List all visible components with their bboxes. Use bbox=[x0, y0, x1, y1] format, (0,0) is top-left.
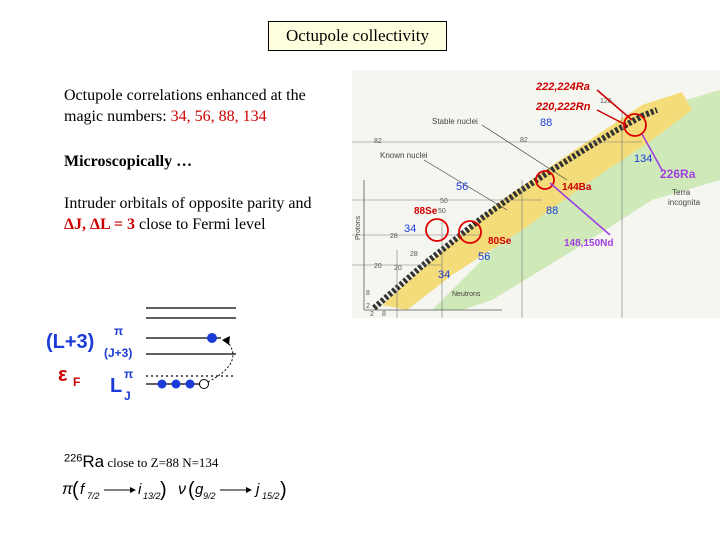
num-134: 134 bbox=[634, 153, 652, 165]
magic-grid bbox=[352, 110, 642, 318]
neutrons-label: Neutrons bbox=[452, 291, 481, 298]
paren-open-1: ( bbox=[72, 479, 79, 501]
num-88-mid: 88 bbox=[546, 205, 558, 217]
arrowhead-2 bbox=[246, 487, 252, 493]
intruder-line1: Intruder orbitals of opposite parity and bbox=[64, 195, 312, 212]
ba-label: 144Ba bbox=[562, 182, 592, 193]
num-34-bottom: 34 bbox=[438, 269, 450, 281]
ra-rn-circle bbox=[623, 113, 647, 137]
upper-orbital-sub: (J+3) bbox=[104, 346, 132, 360]
f-sub: 7/2 bbox=[87, 491, 100, 501]
intro-line1: Octupole correlations enhanced at the bbox=[64, 87, 306, 104]
nuclide-chart: Protons Neutrons 82 50 28 20 8 2 126 2 8… bbox=[352, 70, 720, 318]
upper-orbital-label: (L+3) bbox=[46, 331, 94, 353]
known-nuclei-band bbox=[382, 92, 692, 310]
ra226-label: 226Ra bbox=[660, 167, 696, 181]
lower-orbital-label: L bbox=[110, 375, 122, 397]
incognita-label: incognita bbox=[668, 198, 701, 207]
se88-circle bbox=[425, 218, 449, 242]
g-sub: 9/2 bbox=[203, 491, 216, 501]
ra-mass-number: 226 bbox=[64, 452, 83, 465]
num-56: 56 bbox=[456, 181, 468, 193]
ra-arrow bbox=[596, 89, 633, 121]
paren-open-2: ( bbox=[188, 479, 195, 501]
upper-orbital-sup: π bbox=[114, 324, 123, 338]
protons-label: Protons bbox=[355, 215, 362, 240]
stable-pointer bbox=[481, 124, 568, 181]
known-nuclei-label: Known nuclei bbox=[380, 151, 428, 160]
magic-numbers: 34, 56, 88, 134 bbox=[170, 108, 267, 125]
ra-element: Ra bbox=[82, 452, 105, 471]
microscopic-heading: Microscopically … bbox=[64, 153, 193, 170]
orbital-formula: π ( f 7/2 i 13/2 ) ν ( g 9/2 j 15/2 ) bbox=[62, 479, 287, 501]
tick-p2: 2 bbox=[366, 303, 370, 310]
ra-statement-text: close to Z=88 N=134 bbox=[104, 455, 219, 470]
lower-orbital-sup: π bbox=[124, 367, 133, 381]
j-sub: 15/2 bbox=[262, 491, 280, 501]
i-sub: 13/2 bbox=[143, 491, 161, 501]
num-34-left: 34 bbox=[404, 223, 416, 235]
ra-top-label: 222,224Ra bbox=[535, 81, 590, 93]
excitation-arrowhead bbox=[222, 336, 230, 345]
intro-paragraph: Octupole correlations enhanced at the ma… bbox=[64, 85, 354, 127]
ba-circle bbox=[535, 170, 555, 190]
tick-n82: 82 bbox=[520, 137, 528, 144]
tick-n28: 28 bbox=[410, 251, 418, 258]
hole bbox=[199, 379, 209, 389]
tick-p50: 50 bbox=[440, 198, 448, 205]
intruder-paragraph: Intruder orbitals of opposite parity and… bbox=[64, 193, 354, 235]
stable-nuclei-label: Stable nuclei bbox=[432, 117, 478, 126]
arrowhead-1 bbox=[130, 487, 136, 493]
tick-n2: 2 bbox=[370, 311, 374, 318]
paren-close-2: ) bbox=[280, 479, 287, 501]
lower-particle-1 bbox=[157, 379, 167, 389]
tick-n50: 50 bbox=[438, 208, 446, 215]
se80-label: 80Se bbox=[488, 236, 512, 247]
tick-p82: 82 bbox=[374, 138, 382, 145]
tick-n126: 126 bbox=[600, 98, 612, 105]
pi-symbol: π bbox=[62, 481, 73, 498]
fermi-epsilon: ε bbox=[58, 364, 68, 386]
paren-close-1: ) bbox=[160, 479, 167, 501]
se88-label: 88Se bbox=[414, 206, 438, 217]
fermi-sub: F bbox=[73, 375, 80, 389]
ra226-arrow bbox=[641, 133, 663, 171]
j-orbital: j bbox=[254, 481, 260, 498]
tick-p28: 28 bbox=[390, 233, 398, 240]
terra-label: Terra bbox=[672, 188, 691, 197]
num-88-top: 88 bbox=[540, 117, 552, 129]
tick-n8: 8 bbox=[382, 311, 386, 318]
tick-p20: 20 bbox=[374, 263, 382, 270]
intruder-condition: ΔJ, ΔL = 3 bbox=[64, 216, 135, 233]
lower-particle-2 bbox=[171, 379, 181, 389]
se80-circle bbox=[458, 220, 482, 244]
i-orbital: i bbox=[138, 481, 142, 498]
upper-particle bbox=[207, 333, 217, 343]
f-orbital: f bbox=[80, 481, 86, 498]
intro-line2-prefix: magic numbers: bbox=[64, 108, 171, 125]
lower-particle-3 bbox=[185, 379, 195, 389]
g-orbital: g bbox=[195, 481, 204, 498]
slide-title: Octupole collectivity bbox=[268, 21, 447, 51]
ra226-statement: 226Ra close to Z=88 N=134 bbox=[64, 452, 218, 472]
lower-orbital-sub: J bbox=[124, 389, 131, 403]
nd-arrow bbox=[549, 182, 611, 236]
known-pointer bbox=[423, 159, 508, 211]
tick-p8: 8 bbox=[366, 290, 370, 297]
num-56-bottom: 56 bbox=[478, 251, 490, 263]
rn-top-label: 220,222Rn bbox=[535, 101, 591, 113]
nd-label: 148,150Nd bbox=[564, 238, 613, 249]
rn-arrow bbox=[596, 109, 629, 127]
nu-symbol: ν bbox=[178, 481, 186, 498]
tick-n20: 20 bbox=[394, 265, 402, 272]
intruder-suffix: close to Fermi level bbox=[134, 216, 266, 233]
level-scheme: (L+3) (J+3) π ε F L J π bbox=[46, 307, 236, 403]
